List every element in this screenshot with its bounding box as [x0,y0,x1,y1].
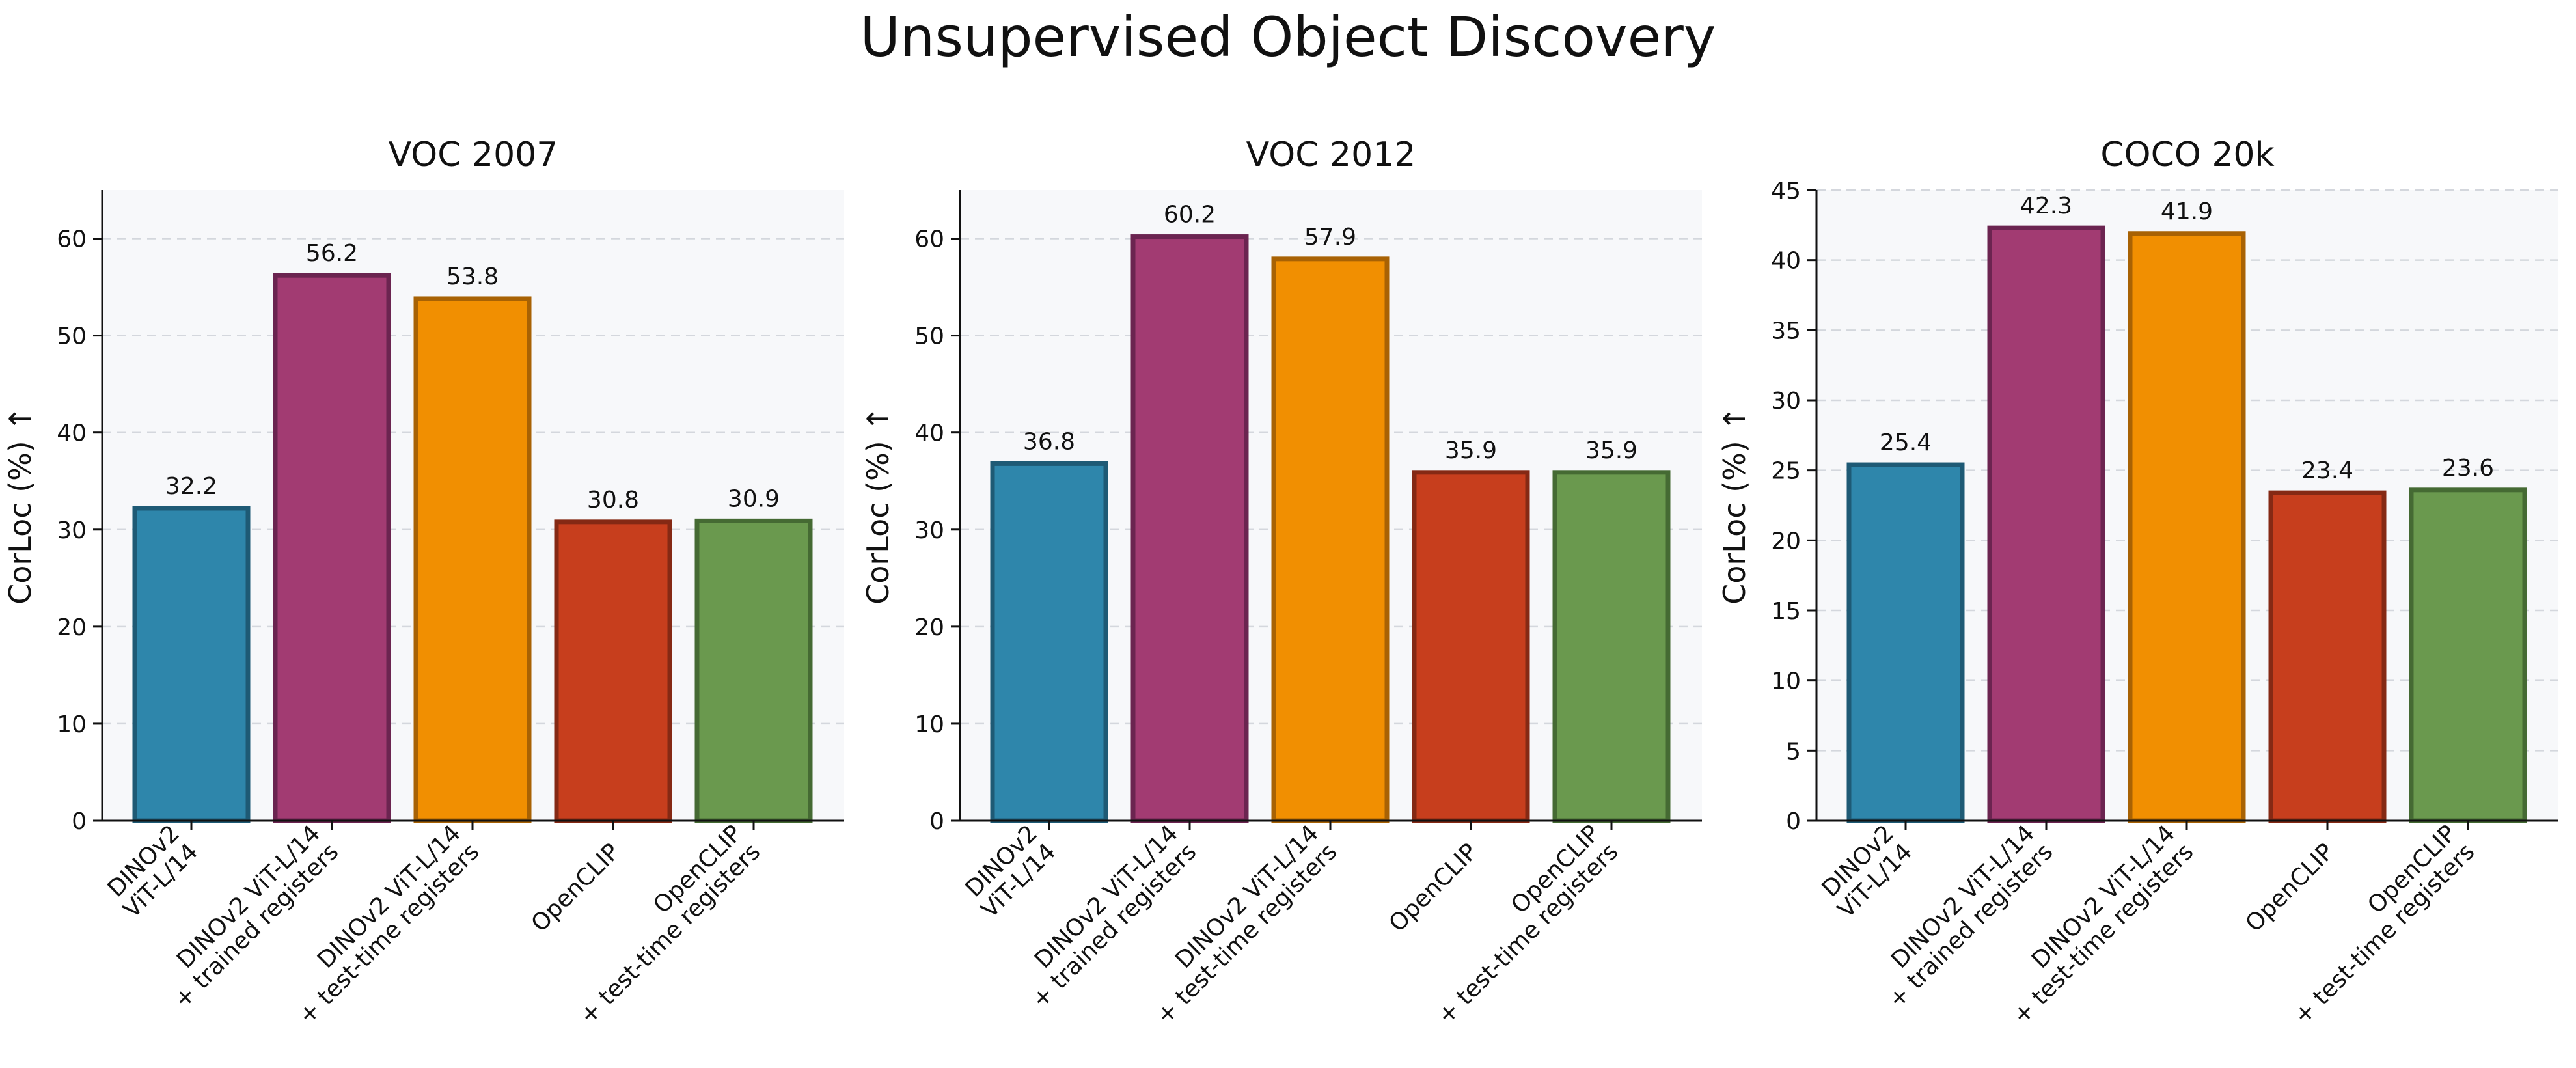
bar-3 [2128,231,2246,823]
value-label: 30.8 [587,487,639,513]
y-tick-label: 40 [914,420,944,447]
value-label: 35.9 [1445,437,1497,464]
bar-1 [1846,462,1965,823]
y-tick-label: 0 [72,808,87,835]
x-tick-label: OpenCLIP [527,838,625,937]
y-axis-label: CorLoc (%) ↑ [3,406,38,605]
bar-1 [990,461,1108,823]
y-tick-label: 25 [1771,458,1801,485]
x-tick-label: DINOv2ViT-L/14 [1815,820,1918,924]
value-label: 23.6 [2442,455,2494,482]
bar-4 [1412,470,1530,823]
x-tick-label-line: OpenCLIP [1384,838,1483,937]
bar-4 [554,519,672,823]
y-tick-label: 10 [914,711,944,738]
y-tick-label: 10 [57,711,87,738]
subplot-2: VOC 2012 0 10 20 30 40 50 60 CorLoc (%) ↑ 36.8 DIN… [860,135,1702,1030]
bar-5 [2409,487,2527,823]
subplot-title: VOC 2012 [1246,135,1416,174]
x-tick-label: OpenCLIP+ test-time registers [556,820,766,1030]
value-label: 35.9 [1585,437,1637,464]
bar-2 [273,273,391,823]
value-label: 41.9 [2161,199,2213,225]
x-tick-label-line: OpenCLIP [527,838,625,937]
y-tick-label: 45 [1771,178,1801,204]
y-tick-label: 50 [914,323,944,350]
bar-1 [132,506,251,823]
value-label: 42.3 [2020,193,2072,219]
y-tick-label: 35 [1771,318,1801,344]
bar-2 [1130,234,1249,823]
value-label: 25.4 [1880,430,1932,456]
y-tick-label: 5 [1786,738,1801,765]
y-tick-label: 40 [1771,248,1801,275]
bar-5 [1552,470,1671,823]
subplot-title: COCO 20k [2100,135,2274,174]
y-tick-label: 20 [57,614,87,641]
bar-3 [1271,256,1390,823]
y-tick-label: 50 [57,323,87,350]
value-label: 30.9 [728,486,780,512]
value-label: 57.9 [1304,224,1356,251]
y-tick-label: 30 [914,517,944,544]
x-tick-label: DINOv2ViT-L/14 [958,820,1062,924]
x-tick-label: OpenCLIP [1384,838,1483,937]
value-label: 36.8 [1023,428,1075,455]
y-tick-label: 60 [914,226,944,253]
y-tick-label: 60 [57,226,87,253]
figure-title: Unsupervised Object Discovery [860,5,1716,69]
value-label: 53.8 [446,264,499,290]
subplot-1: VOC 2007 0 10 20 30 40 50 60 CorLoc (%) ↑ 32.2 DIN… [3,135,844,1030]
x-tick-label: OpenCLIP+ test-time registers [1414,820,1624,1030]
y-tick-label: 40 [57,420,87,447]
x-tick-label-line: OpenCLIP [2241,838,2340,937]
value-label: 56.2 [306,240,358,267]
y-tick-label: 30 [1771,388,1801,415]
y-tick-label: 0 [929,808,944,835]
y-tick-label: 15 [1771,598,1801,625]
y-tick-label: 20 [1771,528,1801,555]
bar-2 [1987,225,2105,823]
y-tick-label: 0 [1786,808,1801,835]
y-tick-label: 10 [1771,668,1801,695]
y-tick-label: 20 [914,614,944,641]
subplot-title: VOC 2007 [389,135,558,174]
x-tick-label: OpenCLIP [2241,838,2340,937]
y-axis-label: CorLoc (%) ↑ [1717,406,1752,605]
value-label: 23.4 [2301,458,2353,484]
y-axis-label: CorLoc (%) ↑ [860,406,896,605]
bar-4 [2268,490,2387,823]
x-tick-label: OpenCLIP+ test-time registers [2271,820,2480,1030]
value-label: 32.2 [165,473,217,500]
value-label: 60.2 [1164,202,1216,228]
bar-5 [694,518,813,823]
bar-3 [413,296,532,823]
x-tick-label: DINOv2ViT-L/14 [100,820,204,924]
subplot-3: COCO 20k 0 5 10 15 20 25 30 35 40 45 CorLoc (%) ↑ 25… [1717,135,2558,1030]
y-tick-label: 30 [57,517,87,544]
